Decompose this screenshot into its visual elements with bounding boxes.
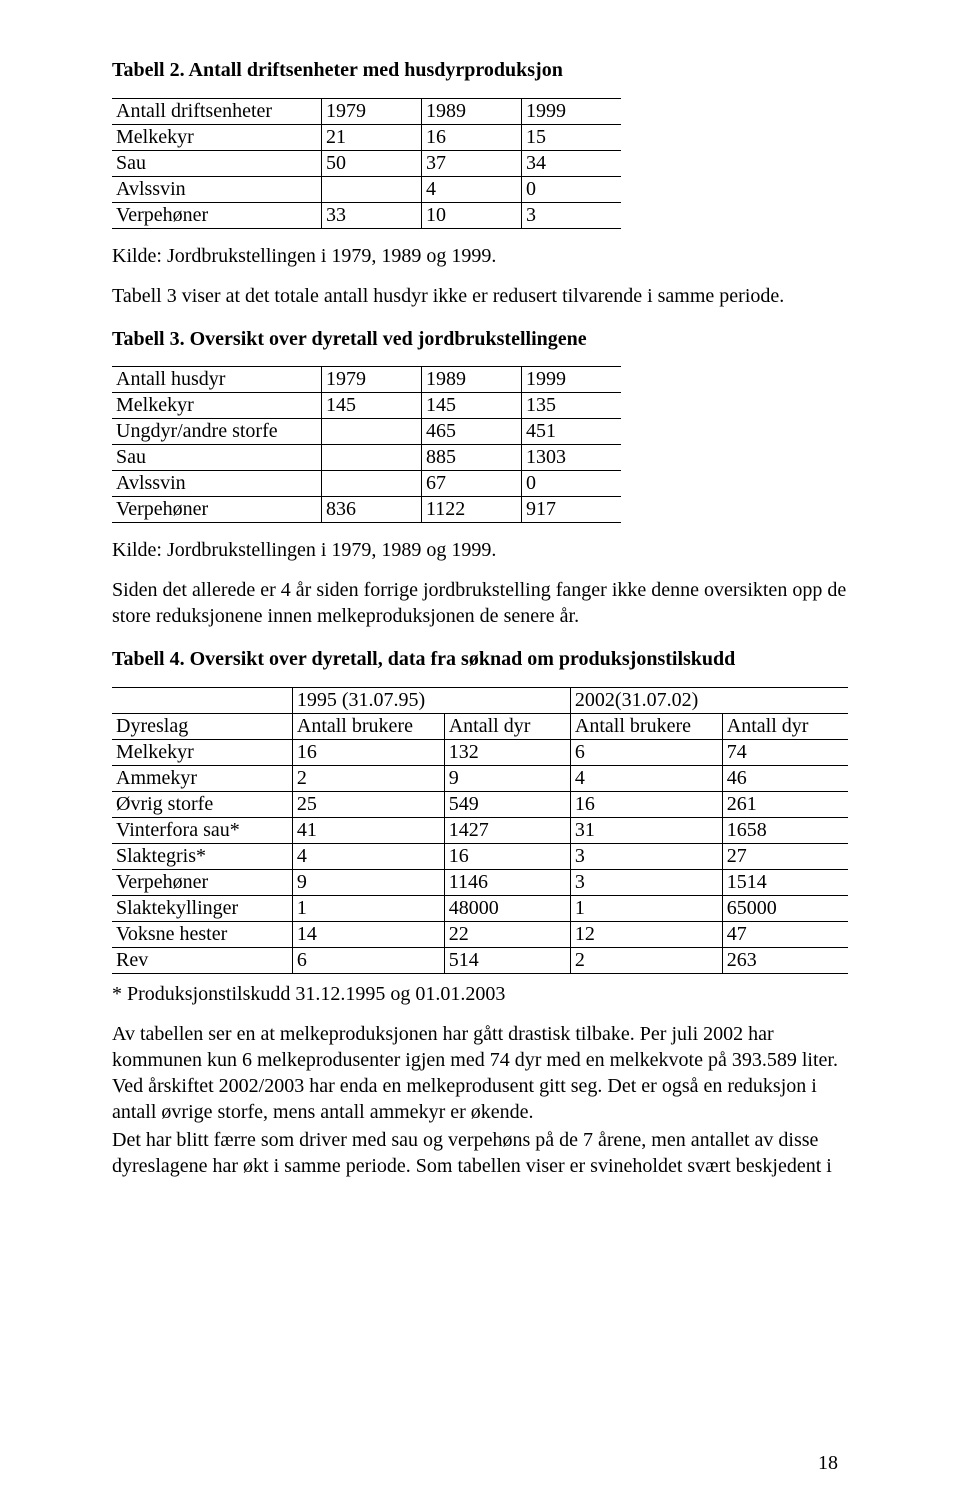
table3-source: Kilde: Jordbrukstellingen i 1979, 1989 o… [112, 537, 848, 563]
table-row: Melkekyr 145 145 135 [112, 393, 621, 419]
table3-h2: 1989 [422, 367, 522, 393]
table-row: Slaktegris* 4 16 3 27 [112, 843, 848, 869]
table3-h3: 1999 [522, 367, 622, 393]
table-row: Voksne hester 14 22 12 47 [112, 921, 848, 947]
table-row: Vinterfora sau* 41 1427 31 1658 [112, 817, 848, 843]
table4-caption: Tabell 4. Oversikt over dyretall, data f… [112, 647, 848, 673]
table2-h0: Antall driftsenheter [112, 98, 322, 124]
table3: Antall husdyr 1979 1989 1999 Melkekyr 14… [112, 366, 621, 523]
table-row: Rev 6 514 2 263 [112, 947, 848, 973]
page-number: 18 [818, 1452, 838, 1475]
table-row: Verpehøner 836 1122 917 [112, 497, 621, 523]
table2-h1: 1979 [322, 98, 422, 124]
table-row: Melkekyr 16 132 6 74 [112, 739, 848, 765]
table4: 1995 (31.07.95) 2002(31.07.02) Dyreslag … [112, 687, 848, 974]
table2-h3: 1999 [522, 98, 622, 124]
para-after-t2: Tabell 3 viser at det totale antall husd… [112, 283, 848, 309]
table-row: Sau 50 37 34 [112, 150, 621, 176]
table-row: Slaktekyllinger 1 48000 1 65000 [112, 895, 848, 921]
table2-h2: 1989 [422, 98, 522, 124]
para-after-t3: Siden det allerede er 4 år siden forrige… [112, 577, 848, 629]
table2-source: Kilde: Jordbrukstellingen i 1979, 1989 o… [112, 243, 848, 269]
closing-para-1: Av tabellen ser en at melkeproduksjonen … [112, 1021, 848, 1125]
table-row: Avlssvin 67 0 [112, 471, 621, 497]
table3-h1: 1979 [322, 367, 422, 393]
table3-caption: Tabell 3. Oversikt over dyretall ved jor… [112, 327, 848, 353]
table-row: Øvrig storfe 25 549 16 261 [112, 791, 848, 817]
table-row: Verpehøner 33 10 3 [112, 202, 621, 228]
table4-header-row: Dyreslag Antall brukere Antall dyr Antal… [112, 713, 848, 739]
table-row: Ammekyr 2 9 4 46 [112, 765, 848, 791]
table3-h0: Antall husdyr [112, 367, 322, 393]
table4-footnote: * Produksjonstilskudd 31.12.1995 og 01.0… [112, 982, 848, 1008]
table-row: Avlssvin 4 0 [112, 176, 621, 202]
table-row: Melkekyr 21 16 15 [112, 124, 621, 150]
table-row: Verpehøner 9 1146 3 1514 [112, 869, 848, 895]
closing-para-2: Det har blitt færre som driver med sau o… [112, 1127, 848, 1179]
table2-header-row: Antall driftsenheter 1979 1989 1999 [112, 98, 621, 124]
table2-caption: Tabell 2. Antall driftsenheter med husdy… [112, 58, 848, 84]
table2: Antall driftsenheter 1979 1989 1999 Melk… [112, 98, 621, 229]
table4-group-row: 1995 (31.07.95) 2002(31.07.02) [112, 687, 848, 713]
table3-header-row: Antall husdyr 1979 1989 1999 [112, 367, 621, 393]
table-row: Ungdyr/andre storfe 465 451 [112, 419, 621, 445]
page: Tabell 2. Antall driftsenheter med husdy… [0, 0, 960, 1509]
table-row: Sau 885 1303 [112, 445, 621, 471]
